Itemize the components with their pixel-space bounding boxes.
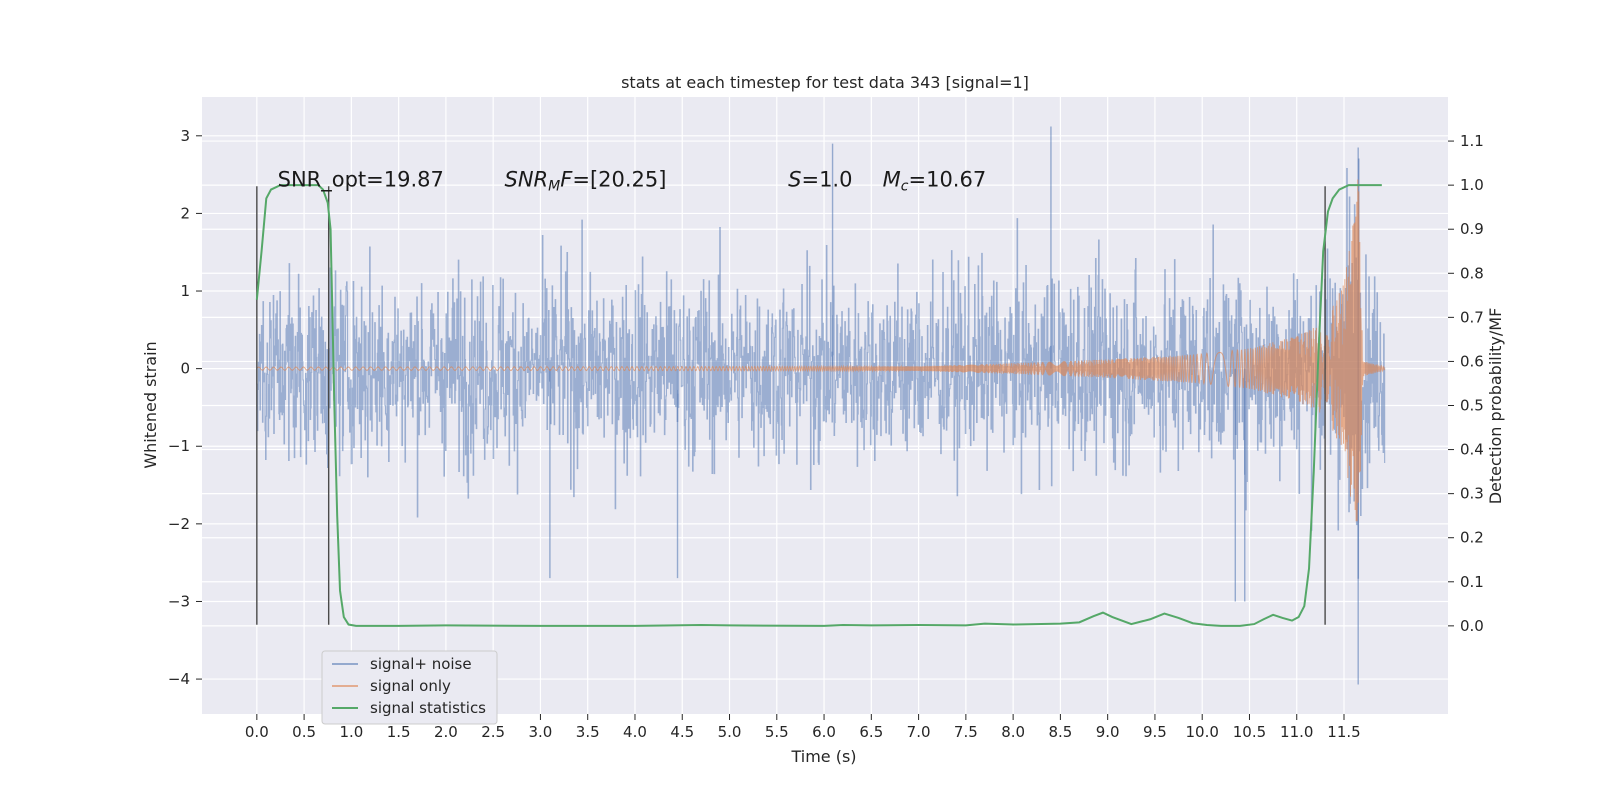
y-axis-right-label: Detection probability/MF [1486, 308, 1505, 505]
y-axis-left-ticks: −4 −3 −2 −1 0 1 2 3 [168, 127, 202, 688]
y-right-tick-label: 0.8 [1460, 264, 1484, 282]
x-tick-label: 5.0 [718, 723, 742, 741]
y-right-tick-label: 0.3 [1460, 485, 1484, 503]
x-tick-label: 7.0 [907, 723, 931, 741]
annotation-part: =[20.25] [572, 167, 666, 191]
x-tick-label: 3.5 [576, 723, 600, 741]
x-tick-label: 0.5 [292, 723, 316, 741]
annotation-part: SNR_opt=19.87 [278, 167, 444, 192]
annotation-part: =10.67 [908, 167, 986, 191]
x-tick-label: 2.0 [434, 723, 458, 741]
grid [202, 97, 1448, 714]
x-axis-ticks: 0.0 0.5 1.0 1.5 2.0 2.5 3.0 3.5 4.0 4.5 5.0 5.5 6.0 6… [245, 714, 1361, 741]
annotation-part: S [788, 167, 801, 191]
y-right-tick-label: 0.1 [1460, 573, 1484, 591]
x-tick-label: 6.5 [859, 723, 883, 741]
y-right-tick-label: 0.9 [1460, 220, 1484, 238]
y-left-tick-label: 3 [180, 127, 190, 145]
annotation-text: S=1.0 [788, 167, 852, 191]
annotations: SNR_opt=19.87 SNRMF=[20.25] S=1.0 Mc=10.67 [278, 167, 987, 194]
x-tick-label: 7.5 [954, 723, 978, 741]
y-right-tick-label: 0.7 [1460, 308, 1484, 326]
annotation-part: M [883, 167, 901, 191]
x-tick-label: 6.0 [812, 723, 836, 741]
y-axis-right-ticks: 0.0 0.1 0.2 0.3 0.4 0.5 0.6 0.7 0.8 0.9 1.0 1.1 [1448, 132, 1484, 635]
x-tick-label: 9.5 [1143, 723, 1167, 741]
y-left-tick-label: 0 [180, 360, 190, 378]
x-tick-label: 2.5 [481, 723, 505, 741]
x-tick-label: 9.0 [1096, 723, 1120, 741]
y-left-tick-label: 2 [180, 204, 190, 222]
x-tick-label: 5.5 [765, 723, 789, 741]
legend-box [321, 650, 498, 725]
x-tick-label: 4.0 [623, 723, 647, 741]
x-tick-label: 3.0 [529, 723, 553, 741]
y-right-tick-label: 0.6 [1460, 352, 1484, 370]
annotation-text: Mc=10.67 [883, 167, 987, 194]
y-left-tick-label: −4 [168, 670, 190, 688]
x-tick-label: 4.5 [670, 723, 694, 741]
annotation-part: SNR [505, 167, 549, 191]
legend-label-signal-statistics: signal statistics [370, 699, 486, 717]
annotation-text: SNR_opt=19.87 [278, 167, 444, 192]
y-right-tick-label: 0.5 [1460, 397, 1484, 415]
chart-title: stats at each timestep for test data 343… [621, 73, 1029, 92]
vertical-markers [256, 186, 1326, 625]
y-left-tick-label: −1 [168, 437, 190, 455]
y-right-tick-label: 1.0 [1460, 176, 1484, 194]
x-tick-label: 8.0 [1001, 723, 1025, 741]
signal-statistics-line [255, 184, 1382, 627]
legend-label-signal-only: signal only [370, 677, 451, 695]
annotation-part: c [901, 178, 909, 194]
y-right-tick-label: 0.0 [1460, 617, 1484, 635]
annotation-part: M [548, 178, 560, 194]
x-tick-label: 10.5 [1233, 723, 1266, 741]
annotation-part: F [560, 167, 573, 191]
series-signal-only [256, 179, 1386, 522]
signal-only-line [256, 179, 1386, 522]
y-left-tick-label: −3 [168, 592, 190, 610]
series-signal-statistics [255, 184, 1382, 627]
x-axis-label: Time (s) [790, 747, 856, 766]
y-axis-left-label: Whitened strain [141, 341, 160, 468]
y-left-tick-label: −2 [168, 515, 190, 533]
legend: signal+ noise signal only signal statist… [321, 650, 498, 725]
legend-label-signal-noise: signal+ noise [370, 655, 472, 673]
x-tick-label: 1.0 [339, 723, 363, 741]
annotation-part: =1.0 [801, 167, 852, 191]
x-tick-label: 10.0 [1186, 723, 1219, 741]
x-tick-label: 1.5 [387, 723, 411, 741]
x-tick-label: 8.5 [1048, 723, 1072, 741]
x-tick-label: 0.0 [245, 723, 269, 741]
annotation-text: SNRMF=[20.25] [505, 167, 667, 194]
y-right-tick-label: 1.1 [1460, 132, 1484, 150]
x-tick-label: 11.5 [1327, 723, 1360, 741]
x-tick-label: 11.0 [1280, 723, 1313, 741]
y-right-tick-label: 0.2 [1460, 529, 1484, 547]
y-right-tick-label: 0.4 [1460, 441, 1484, 459]
y-left-tick-label: 1 [180, 282, 190, 300]
